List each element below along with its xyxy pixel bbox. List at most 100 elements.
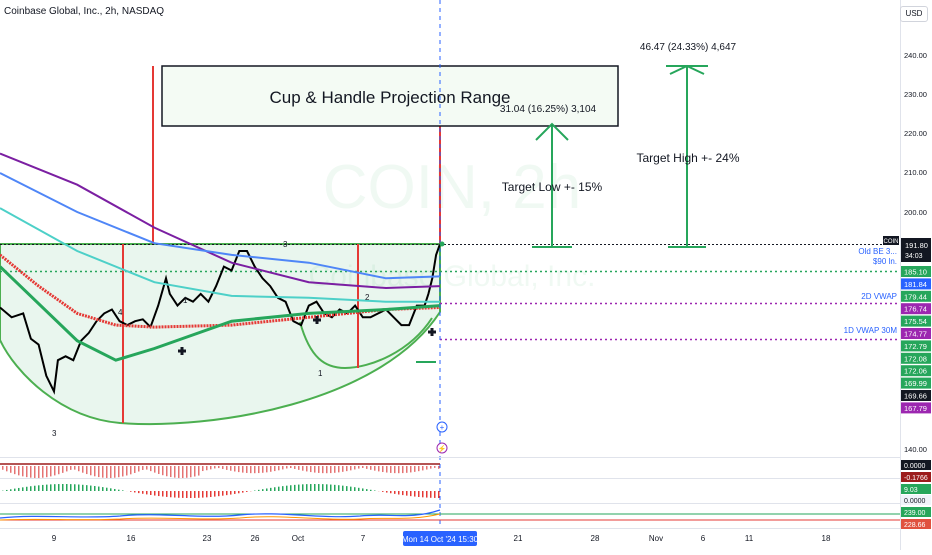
histogram-bar [134, 466, 136, 473]
histogram-bar [254, 466, 256, 473]
histogram-bar [342, 466, 344, 472]
wave-mark: 4 [118, 308, 123, 317]
price-tag-text: 167.79 [904, 404, 927, 413]
momentum-bar [246, 491, 248, 492]
current-price: 191.80 [905, 241, 928, 250]
momentum-bar [90, 486, 92, 491]
vwap-2d-label: 2D VWAP [861, 292, 897, 301]
indicator-panels [0, 458, 900, 521]
momentum-bar [222, 491, 224, 496]
histogram-bar [434, 466, 436, 468]
momentum-bar [230, 491, 232, 495]
time-tick: 9 [52, 534, 57, 543]
histogram-bar [370, 466, 372, 470]
momentum-bar [306, 484, 308, 491]
histogram-bar [82, 466, 84, 473]
currency-button[interactable]: USD [900, 6, 928, 22]
momentum-bar [6, 490, 8, 491]
momentum-bar [110, 488, 112, 491]
histogram-bar [322, 466, 324, 473]
time-tick: 11 [745, 534, 754, 543]
histogram-bar [86, 466, 88, 474]
histogram-bar [194, 466, 196, 477]
histogram-bar [406, 466, 408, 473]
momentum-bar [186, 491, 188, 498]
histogram-bar [382, 466, 384, 472]
price-tag-text: 174.77 [904, 330, 927, 339]
histogram-bar [270, 466, 272, 472]
histogram-bar [50, 466, 52, 476]
price-tag-text: 172.79 [904, 342, 927, 351]
time-tick: Oct [292, 534, 305, 543]
momentum-bar [174, 491, 176, 498]
histogram-bar [178, 466, 180, 478]
histogram-bar [250, 466, 252, 473]
momentum-bar [418, 491, 420, 497]
panel-tag-text: 228.66 [904, 522, 926, 529]
price-tick: 200.00 [904, 208, 927, 217]
histogram-bar [290, 466, 292, 468]
histogram-bar [266, 466, 268, 472]
momentum-bar [310, 484, 312, 491]
wave-mark: 3 [52, 429, 57, 438]
momentum-bar [290, 485, 292, 491]
momentum-bar [22, 487, 24, 491]
momentum-bar [350, 487, 352, 491]
projection-title: Cup & Handle Projection Range [270, 88, 511, 107]
histogram-bar [98, 466, 100, 477]
histogram-bar [186, 466, 188, 478]
histogram-bar [362, 466, 364, 468]
momentum-bar [282, 486, 284, 491]
wave-mark: 2 [365, 293, 370, 302]
price-tag-text: 179.44 [904, 292, 927, 301]
histogram-bar [22, 466, 24, 476]
time-tick: 26 [251, 534, 260, 543]
histogram-bar [18, 466, 20, 475]
histogram-bar [166, 466, 168, 476]
momentum-bar [394, 491, 396, 494]
momentum-bar [142, 491, 144, 494]
histogram-bar [230, 466, 232, 471]
histogram-bar [62, 466, 64, 473]
symbol-title[interactable]: Coinbase Global, Inc., 2h, NASDAQ [4, 6, 164, 17]
time-tick: 23 [203, 534, 212, 543]
histogram-bar [154, 466, 156, 473]
momentum-bar [102, 487, 104, 491]
histogram-bar [394, 466, 396, 473]
momentum-bar [426, 491, 428, 498]
momentum-bar [382, 491, 384, 492]
histogram-bar [430, 466, 432, 469]
momentum-bar [70, 484, 72, 491]
histogram-bar [410, 466, 412, 472]
time-tick: 7 [361, 534, 366, 543]
momentum-bar [50, 484, 52, 491]
histogram-bar [402, 466, 404, 473]
momentum-bar [422, 491, 424, 497]
histogram-bar [346, 466, 348, 471]
momentum-bar [130, 491, 132, 492]
momentum-bar [98, 487, 100, 491]
histogram-bar [298, 466, 300, 470]
momentum-bar [274, 487, 276, 491]
histogram-bar [58, 466, 60, 474]
momentum-bar [166, 491, 168, 497]
histogram-bar [38, 466, 40, 478]
histogram-bar [122, 466, 124, 476]
histogram-bar [238, 466, 240, 472]
momentum-bar [414, 491, 416, 497]
histogram-bar [182, 466, 184, 478]
histogram-bar [246, 466, 248, 473]
old-be-label: Old BE 3... [858, 247, 897, 256]
momentum-bar [358, 488, 360, 491]
momentum-bar [10, 489, 12, 491]
countdown: 34:03 [905, 253, 923, 260]
histogram-bar [378, 466, 380, 471]
price-tag-text: 181.84 [904, 280, 927, 289]
momentum-bar [206, 491, 208, 497]
momentum-bar [286, 486, 288, 491]
vwap-1d-label: 1D VWAP 30M [844, 326, 898, 335]
histogram-bar [198, 466, 200, 476]
price-tick: 230.00 [904, 90, 927, 99]
momentum-bar [402, 491, 404, 495]
